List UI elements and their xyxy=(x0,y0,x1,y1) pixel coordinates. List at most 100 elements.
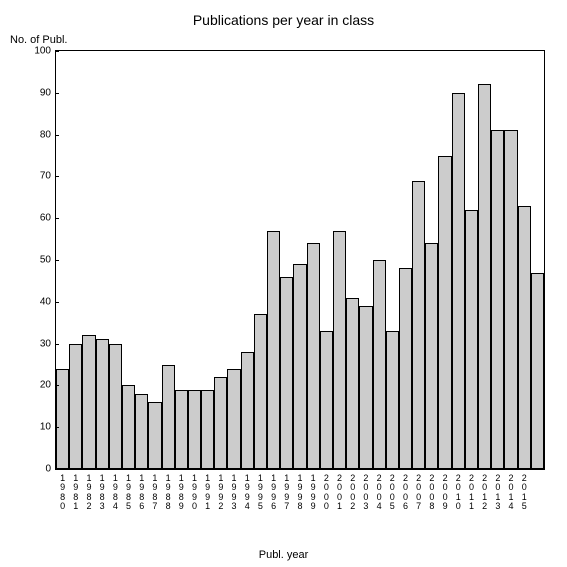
x-tick-label: 1989 xyxy=(176,474,186,512)
y-tick-mark xyxy=(55,135,59,136)
y-tick-mark xyxy=(55,176,59,177)
bar xyxy=(69,344,82,469)
x-tick-label: 1986 xyxy=(137,474,147,512)
x-tick-label: 1982 xyxy=(84,474,94,512)
bar xyxy=(438,156,451,470)
y-tick-mark xyxy=(55,344,59,345)
x-tick-label: 2011 xyxy=(466,474,476,512)
bar xyxy=(122,385,135,469)
x-tick-label: 1997 xyxy=(282,474,292,512)
bar xyxy=(504,130,517,469)
x-tick-label: 1983 xyxy=(97,474,107,512)
x-tick-label: 1981 xyxy=(71,474,81,512)
x-tick-label: 1980 xyxy=(58,474,68,512)
bar xyxy=(452,93,465,469)
y-tick-mark xyxy=(55,427,59,428)
x-tick-label: 2008 xyxy=(427,474,437,512)
chart-container: Publications per year in class No. of Pu… xyxy=(0,0,567,567)
y-tick-label: 80 xyxy=(21,129,51,140)
x-tick-label: 1993 xyxy=(229,474,239,512)
bar xyxy=(346,298,359,469)
x-tick-label: 1988 xyxy=(163,474,173,512)
bar xyxy=(491,130,504,469)
y-tick-label: 10 xyxy=(21,422,51,433)
x-tick-label: 1985 xyxy=(124,474,134,512)
x-tick-label: 1996 xyxy=(269,474,279,512)
x-tick-label: 2009 xyxy=(440,474,450,512)
bar xyxy=(412,181,425,469)
bar xyxy=(359,306,372,469)
bar xyxy=(307,243,320,469)
y-tick-mark xyxy=(55,218,59,219)
y-tick-label: 40 xyxy=(21,296,51,307)
y-tick-mark xyxy=(55,93,59,94)
bar xyxy=(333,231,346,469)
x-axis-label: Publ. year xyxy=(0,549,567,561)
bar xyxy=(96,339,109,469)
y-tick-label: 50 xyxy=(21,255,51,266)
x-tick-label: 2005 xyxy=(387,474,397,512)
bar xyxy=(201,390,214,469)
bar xyxy=(227,369,240,469)
x-tick-label: 1998 xyxy=(295,474,305,512)
x-tick-label: 2006 xyxy=(401,474,411,512)
x-tick-label: 1999 xyxy=(308,474,318,512)
x-tick-label: 2004 xyxy=(374,474,384,512)
bar xyxy=(478,84,491,469)
x-tick-label: 2001 xyxy=(335,474,345,512)
bar xyxy=(280,277,293,469)
bar xyxy=(425,243,438,469)
bar xyxy=(531,273,544,469)
x-tick-label: 1992 xyxy=(216,474,226,512)
y-tick-mark xyxy=(55,469,59,470)
x-tick-label: 2013 xyxy=(493,474,503,512)
bar xyxy=(254,314,267,469)
y-tick-label: 60 xyxy=(21,213,51,224)
x-tick-label: 1995 xyxy=(255,474,265,512)
bar xyxy=(148,402,161,469)
x-tick-label: 1994 xyxy=(242,474,252,512)
x-tick-label: 1990 xyxy=(189,474,199,512)
plot-area xyxy=(55,50,545,470)
bar xyxy=(82,335,95,469)
y-tick-mark xyxy=(55,51,59,52)
bar xyxy=(241,352,254,469)
bar xyxy=(465,210,478,469)
y-tick-label: 70 xyxy=(21,171,51,182)
x-tick-label: 2000 xyxy=(321,474,331,512)
bar xyxy=(162,365,175,470)
bar xyxy=(56,369,69,469)
y-tick-mark xyxy=(55,302,59,303)
bar xyxy=(399,268,412,469)
y-tick-mark xyxy=(55,385,59,386)
bar xyxy=(135,394,148,469)
y-axis-label: No. of Publ. xyxy=(10,34,67,46)
x-tick-label: 2003 xyxy=(361,474,371,512)
x-tick-label: 2014 xyxy=(506,474,516,512)
bar xyxy=(518,206,531,469)
x-tick-label: 2015 xyxy=(519,474,529,512)
bar xyxy=(293,264,306,469)
bar xyxy=(188,390,201,469)
x-tick-label: 1984 xyxy=(110,474,120,512)
bar xyxy=(386,331,399,469)
y-tick-label: 100 xyxy=(21,46,51,57)
bar xyxy=(320,331,333,469)
bar xyxy=(175,390,188,469)
y-tick-label: 90 xyxy=(21,87,51,98)
y-tick-mark xyxy=(55,260,59,261)
x-tick-label: 2010 xyxy=(453,474,463,512)
y-tick-label: 30 xyxy=(21,338,51,349)
bar xyxy=(214,377,227,469)
x-tick-label: 2002 xyxy=(348,474,358,512)
bar xyxy=(267,231,280,469)
y-tick-label: 0 xyxy=(21,464,51,475)
x-tick-label: 1991 xyxy=(203,474,213,512)
x-tick-label: 2012 xyxy=(480,474,490,512)
chart-title: Publications per year in class xyxy=(0,12,567,28)
bar xyxy=(373,260,386,469)
y-tick-label: 20 xyxy=(21,380,51,391)
x-tick-label: 2007 xyxy=(414,474,424,512)
x-tick-label: 1987 xyxy=(150,474,160,512)
bar xyxy=(109,344,122,469)
